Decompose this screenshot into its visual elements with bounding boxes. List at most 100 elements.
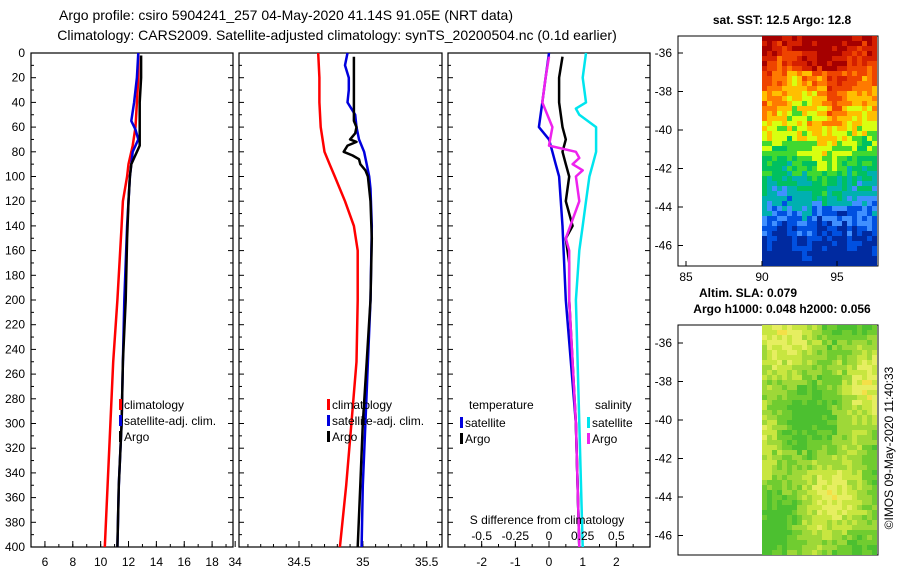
map-cell [792, 186, 797, 191]
map-cell [827, 330, 832, 335]
map-cell [807, 505, 812, 510]
map-cell [772, 325, 777, 330]
map-cell [817, 91, 822, 96]
map-cell [777, 176, 782, 181]
map-cell [772, 196, 777, 201]
map-cell [812, 370, 817, 375]
map-cell [857, 490, 862, 495]
map-cell [847, 400, 852, 405]
map-cell [767, 66, 772, 71]
map-cell [777, 490, 782, 495]
y-tick-label: 340 [5, 466, 25, 480]
map-cell [762, 470, 767, 475]
map-cell [802, 475, 807, 480]
map-cell [772, 76, 777, 81]
map-cell [857, 56, 862, 61]
map-cell [867, 355, 872, 360]
map-cell [827, 390, 832, 395]
map-cell [832, 470, 837, 475]
map-cell [817, 131, 822, 136]
map-cell [862, 61, 867, 66]
map-cell [847, 171, 852, 176]
map-cell [822, 500, 827, 505]
map-cell [867, 540, 872, 545]
map-cell [792, 395, 797, 400]
map-cell [802, 510, 807, 515]
map-cell [857, 330, 862, 335]
map-cell [792, 181, 797, 186]
map-cell [857, 261, 862, 266]
map-cell [807, 335, 812, 340]
map-cell [852, 325, 857, 330]
map-cell [802, 445, 807, 450]
map-cell [847, 490, 852, 495]
map-cell [857, 61, 862, 66]
map-cell [847, 206, 852, 211]
map-cell [867, 335, 872, 340]
map-cell [847, 61, 852, 66]
map-cell [782, 51, 787, 56]
map-cell [827, 141, 832, 146]
map-cell [792, 520, 797, 525]
map-cell [787, 176, 792, 181]
map-cell [802, 211, 807, 216]
map-cell [767, 251, 772, 256]
map-cell [852, 111, 857, 116]
map-cell [792, 66, 797, 71]
map-cell [782, 355, 787, 360]
map-cell [862, 450, 867, 455]
map-cell [862, 395, 867, 400]
map-cell [772, 101, 777, 106]
map-cell [807, 480, 812, 485]
map-cell [832, 345, 837, 350]
map-cell [772, 340, 777, 345]
map-cell [797, 161, 802, 166]
map-cell [862, 101, 867, 106]
map-cell [767, 345, 772, 350]
map-cell [872, 480, 877, 485]
map-cell [807, 535, 812, 540]
map-cell [812, 520, 817, 525]
map-cell [777, 121, 782, 126]
map-cell [832, 241, 837, 246]
map-cell [822, 101, 827, 106]
map-cell [812, 66, 817, 71]
map-cell [762, 475, 767, 480]
series-line-argo [342, 56, 374, 548]
map-cell [867, 340, 872, 345]
map-cell [787, 385, 792, 390]
map-cell [767, 420, 772, 425]
map-cell [812, 495, 817, 500]
map-cell [872, 490, 877, 495]
y-tick-label: 100 [5, 170, 25, 184]
map-cell [847, 176, 852, 181]
map-cell [817, 191, 822, 196]
map-cell [832, 435, 837, 440]
map-cell [807, 86, 812, 91]
map-cell [837, 86, 842, 91]
map-cell [767, 445, 772, 450]
map-cell [822, 211, 827, 216]
map-cell [777, 410, 782, 415]
map-cell [857, 550, 862, 555]
map-cell [832, 450, 837, 455]
map-cell [822, 166, 827, 171]
map-cell [787, 475, 792, 480]
map-cell [812, 206, 817, 211]
map-cell [847, 251, 852, 256]
map-cell [807, 525, 812, 530]
map-cell [847, 211, 852, 216]
plot-frame [447, 52, 651, 548]
map-cell [837, 246, 842, 251]
map-cell [852, 485, 857, 490]
map-cell [852, 76, 857, 81]
map-cell [797, 340, 802, 345]
map-cell [817, 460, 822, 465]
map-cell [857, 116, 862, 121]
map-cell [792, 415, 797, 420]
map-cell [792, 126, 797, 131]
map-cell [762, 141, 767, 146]
map-cell [777, 206, 782, 211]
series-line-argo [116, 55, 143, 548]
map-cell [807, 96, 812, 101]
